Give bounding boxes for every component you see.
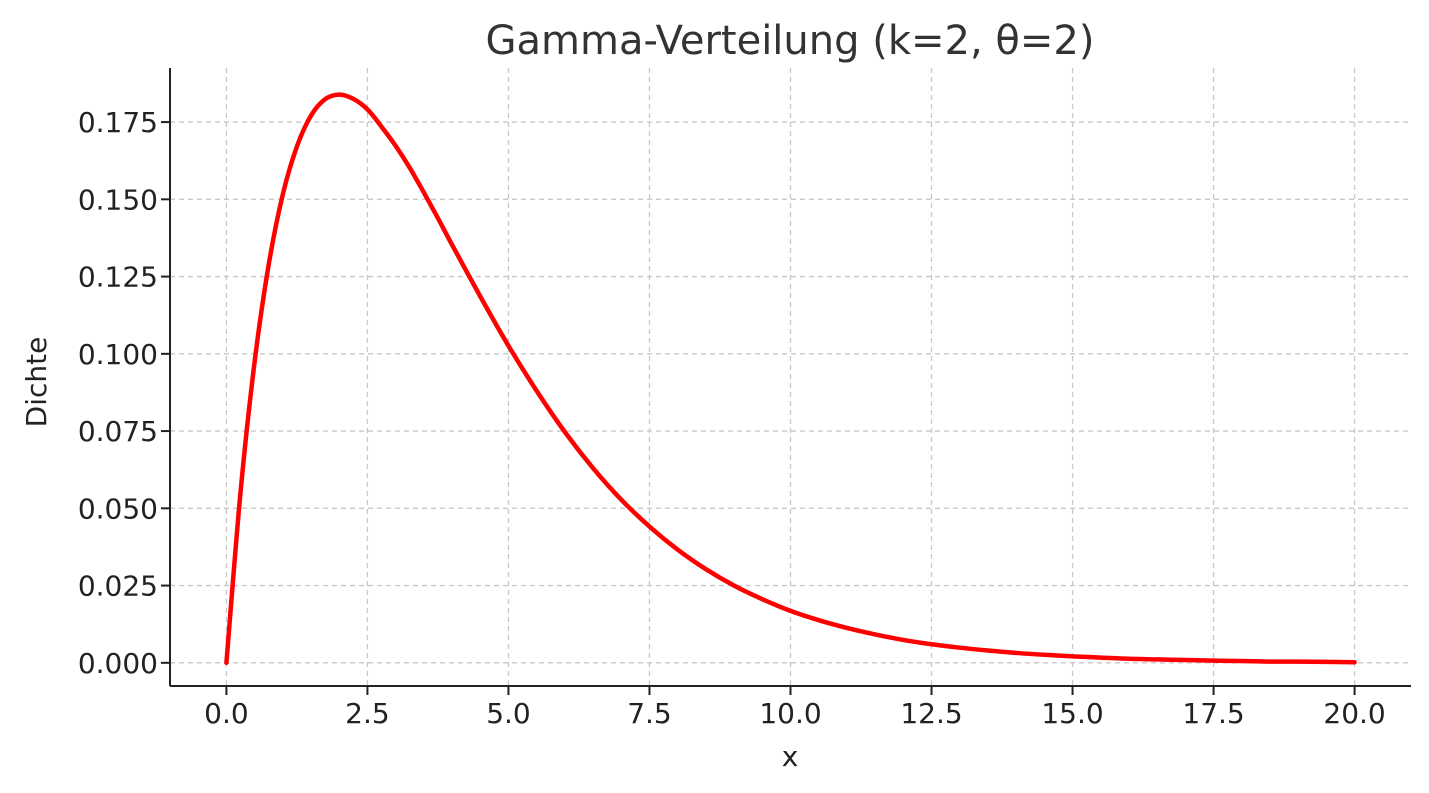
x-tick-label: 10.0 <box>759 697 821 730</box>
y-axis-ticks: 0.000 0.025 0.050 0.075 0.100 0.125 0.150 0.175 <box>78 106 170 680</box>
x-tick-label: 20.0 <box>1323 697 1385 730</box>
y-tick-label: 0.050 <box>78 492 158 525</box>
y-tick-label: 0.025 <box>78 570 158 603</box>
x-tick-label: 7.5 <box>627 697 672 730</box>
density-curve <box>224 92 1357 666</box>
y-tick-label: 0.175 <box>78 106 158 139</box>
x-tick-label: 2.5 <box>345 697 390 730</box>
y-tick-label: 0.075 <box>78 415 158 448</box>
x-tick-label: 0.0 <box>204 697 249 730</box>
x-tick-label: 17.5 <box>1182 697 1244 730</box>
y-tick-label: 0.000 <box>78 647 158 680</box>
grid-lines <box>170 68 1411 686</box>
x-axis-ticks: 0.0 2.5 5.0 7.5 10.0 12.5 15.0 17.5 20.0 <box>204 686 1386 730</box>
y-axis-label: Dichte <box>20 337 53 428</box>
y-tick-label: 0.125 <box>78 261 158 294</box>
x-tick-label: 12.5 <box>900 697 962 730</box>
x-axis-label: x <box>782 740 799 773</box>
x-tick-label: 15.0 <box>1041 697 1103 730</box>
x-tick-label: 5.0 <box>486 697 531 730</box>
chart-title: Gamma-Verteilung (k=2, θ=2) <box>486 18 1095 64</box>
y-tick-label: 0.150 <box>78 183 158 216</box>
y-tick-label: 0.100 <box>78 338 158 371</box>
